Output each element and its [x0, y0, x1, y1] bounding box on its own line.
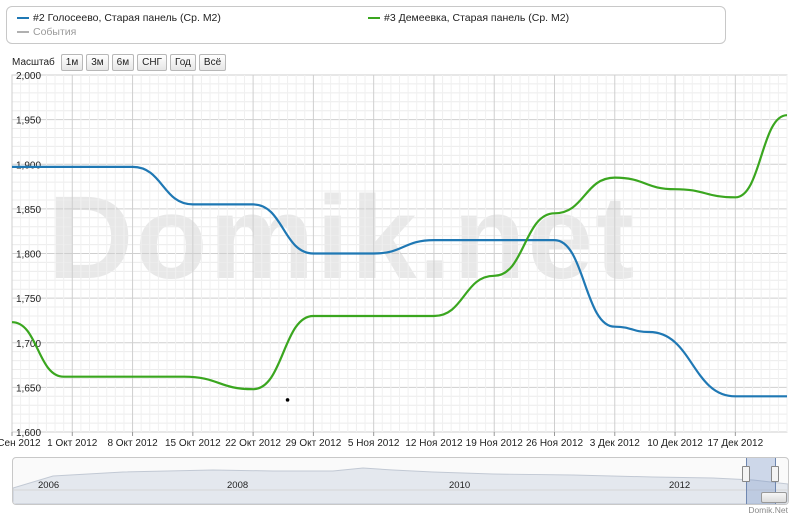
y-tick-label: 1,900 [16, 160, 41, 171]
zoom-button-all[interactable]: Всё [198, 54, 227, 71]
zoom-button-6m[interactable]: 6м [111, 54, 135, 71]
navigator-overview-area [13, 467, 788, 504]
series-1-swatch [17, 17, 29, 19]
y-tick-label: 1,750 [16, 294, 41, 305]
x-tick-label: 5 Ноя 2012 [348, 438, 400, 449]
legend-item-series-1[interactable]: #2 Голосеево, Старая панель (Ср. М2) [17, 12, 221, 24]
navigator-year-2010: 2010 [449, 480, 471, 491]
x-tick-label: 10 Дек 2012 [647, 438, 703, 449]
line-chart: 1,600 1,650 1,700 1,750 1,800 1,850 1,900 1,950… [0, 71, 788, 449]
navigator-scrollbar-thumb[interactable] [761, 492, 787, 503]
x-tick-label: 19 Ноя 2012 [466, 438, 524, 449]
y-tick-label: 1,800 [16, 250, 41, 261]
events-swatch [17, 31, 29, 33]
x-tick-label: 22 Окт 2012 [225, 438, 281, 449]
chart-legend: #2 Голосеево, Старая панель (Ср. М2) #3 … [6, 6, 726, 44]
legend-item-events[interactable]: События [17, 26, 76, 38]
series-line-2 [11, 114, 788, 391]
event-marker [285, 398, 290, 402]
y-tick-label: 1,850 [16, 205, 41, 216]
navigator-year-2006: 2006 [38, 480, 60, 491]
navigator-right-handle[interactable] [771, 466, 779, 482]
zoom-toolbar: Масштаб 1м 3м 6м СНГ Год Всё [12, 54, 229, 71]
x-tick-label: 3 Дек 2012 [590, 438, 641, 449]
y-tick-label: 1,600 [16, 428, 41, 439]
x-tick-label: 17 Дек 2012 [708, 438, 764, 449]
zoom-label: Масштаб [12, 57, 55, 68]
x-tick-label: 24 Сен 2012 [0, 438, 41, 449]
series-2-swatch [368, 17, 380, 19]
x-tick-label: 1 Окт 2012 [47, 438, 98, 449]
zoom-button-ytd[interactable]: СНГ [137, 54, 167, 71]
legend-label-series-2: #3 Демеевка, Старая панель (Ср. М2) [384, 12, 570, 24]
zoom-button-year[interactable]: Год [169, 54, 196, 71]
series-line-1 [11, 165, 787, 398]
legend-label-series-1: #2 Голосеево, Старая панель (Ср. М2) [33, 12, 221, 24]
navigator-left-handle[interactable] [742, 466, 750, 482]
x-tick-label: 26 Ноя 2012 [526, 438, 584, 449]
y-tick-label: 1,950 [16, 116, 41, 127]
zoom-button-3m[interactable]: 3м [86, 54, 109, 71]
legend-item-series-2[interactable]: #3 Демеевка, Старая панель (Ср. М2) [368, 12, 569, 24]
zoom-button-1m[interactable]: 1м [60, 54, 84, 71]
legend-label-events: События [33, 26, 77, 38]
x-tick-label: 15 Окт 2012 [165, 438, 221, 449]
navigator-year-2008: 2008 [227, 480, 249, 491]
y-tick-label: 1,650 [16, 383, 41, 394]
credit-label: Domik.Net [748, 505, 788, 515]
x-tick-label: 29 Окт 2012 [285, 438, 341, 449]
range-navigator[interactable]: 2006 2008 2010 2012 [12, 457, 789, 505]
y-tick-label: 1,700 [16, 339, 41, 350]
x-tick-label: 8 Окт 2012 [107, 438, 158, 449]
y-tick-label: 2,000 [16, 71, 41, 82]
navigator-series-area [13, 467, 788, 504]
x-tick-label: 12 Ноя 2012 [405, 438, 463, 449]
navigator-year-2012: 2012 [669, 480, 691, 491]
